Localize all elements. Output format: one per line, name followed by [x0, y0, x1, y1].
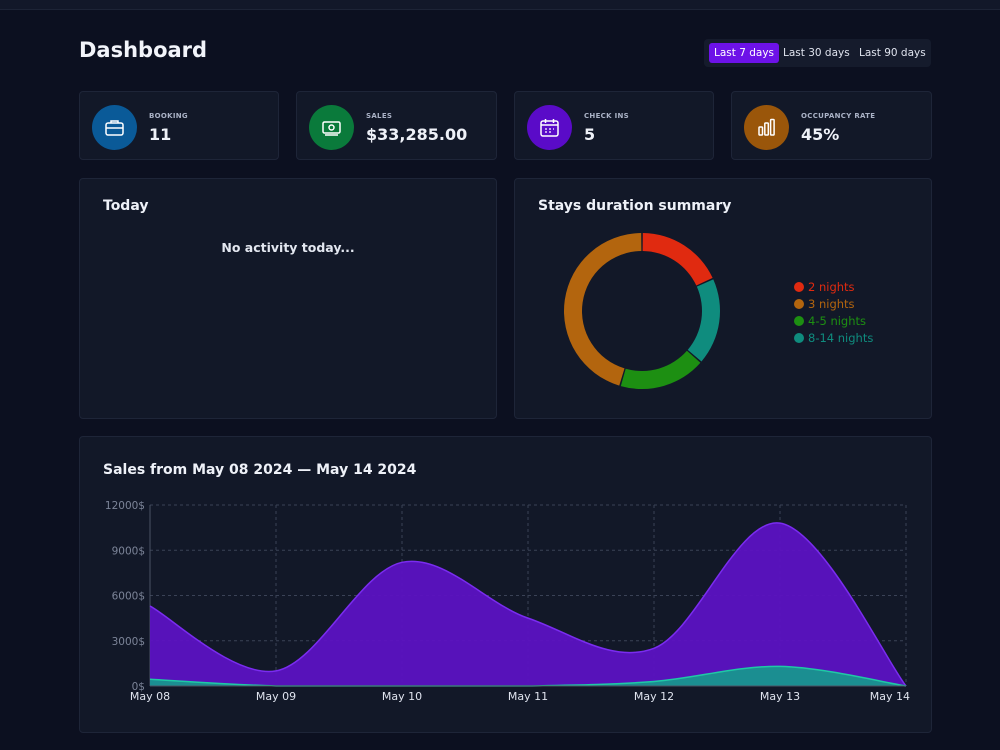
sales-chart-title: Sales from May 08 2024 — May 14 2024 [103, 462, 417, 478]
sales-area-chart: 0$ 3000$ 6000$ 9000$ 12000$ May 08 May 09 May 1… [105, 500, 910, 703]
no-activity-message: No activity today... [221, 240, 355, 255]
series-line-0 [149, 522, 907, 687]
stat-label: OCCUPANCY RATE [801, 112, 876, 120]
briefcase-icon [92, 105, 137, 150]
legend-label: 4-5 nights [808, 314, 867, 328]
page-title: Dashboard [79, 38, 208, 62]
range-button-last-90-days[interactable]: Last 90 days [859, 47, 926, 59]
stays-duration-title: Stays duration summary [538, 198, 732, 214]
donut-slice-2-nights [642, 233, 713, 286]
y-axis-tick-label: 6000$ [112, 591, 145, 603]
y-axis-tick-label: 3000$ [112, 636, 145, 648]
range-button-last-30-days[interactable]: Last 30 days [783, 47, 850, 59]
y-axis-tick-label: 0$ [132, 681, 145, 693]
stat-label: SALES [366, 112, 393, 120]
stat-value: $33,285.00 [366, 125, 468, 144]
x-axis-tick-label: May 11 [508, 690, 548, 703]
bar-chart-icon [744, 105, 789, 150]
stat-label: CHECK INS [584, 112, 629, 120]
today-title: Today [103, 198, 149, 214]
legend-dot [794, 282, 804, 292]
stays-donut-chart [564, 233, 720, 389]
stat-value: 45% [801, 125, 840, 144]
donut-slice-3-nights [564, 233, 642, 386]
legend-dot [794, 316, 804, 326]
donut-slice-4-5-nights [620, 350, 701, 389]
stat-card-sales: SALES $33,285.00 [296, 91, 497, 160]
x-axis-tick-label: May 12 [634, 690, 674, 703]
legend-label: 3 nights [808, 297, 855, 311]
legend-dot [794, 299, 804, 309]
today-card: Today No activity today... [79, 178, 497, 419]
series-area-0 [150, 522, 906, 686]
x-axis-tick-label: May 10 [382, 690, 422, 703]
x-axis-tick-label: May 09 [256, 690, 296, 703]
range-button-last-7-days[interactable]: Last 7 days [709, 43, 780, 63]
date-range-selector: Last 7 days Last 30 days Last 90 days [704, 39, 931, 67]
stays-duration-card: Stays duration summary 2 nights 3 nights… [514, 178, 932, 419]
x-axis-tick-label: May 13 [760, 690, 800, 703]
stat-value: 5 [584, 125, 596, 144]
calendar-icon [527, 105, 572, 150]
series-area-1 [150, 666, 906, 686]
x-axis-tick-label: May 14 [870, 690, 910, 703]
sales-chart-card: Sales from May 08 2024 — May 14 2024 0$ 3… [79, 436, 932, 733]
x-axis-tick-label: May 08 [130, 690, 170, 703]
stat-value: 11 [149, 125, 172, 144]
legend-dot [794, 333, 804, 343]
stat-card-check-ins: CHECK INS 5 [514, 91, 714, 160]
y-axis-tick-label: 12000$ [105, 500, 145, 512]
stat-label: BOOKING [149, 112, 188, 120]
stat-card-booking: BOOKING 11 [79, 91, 279, 160]
legend-item-8-14-nights[interactable]: 8-14 nights [794, 331, 873, 345]
legend-item-4-5-nights[interactable]: 4-5 nights [794, 314, 866, 328]
top-bar [0, 0, 1000, 10]
donut-slice-8-14-nights [687, 279, 720, 362]
legend-label: 2 nights [808, 280, 855, 294]
stat-card-occupancy-rate: OCCUPANCY RATE 45% [731, 91, 932, 160]
legend-item-3-nights[interactable]: 3 nights [794, 297, 855, 311]
y-axis-tick-label: 9000$ [112, 545, 145, 557]
money-icon [309, 105, 354, 150]
legend-label: 8-14 nights [808, 331, 874, 345]
legend-item-2-nights[interactable]: 2 nights [794, 280, 855, 294]
